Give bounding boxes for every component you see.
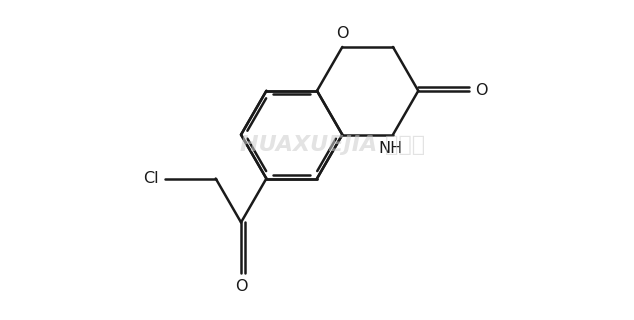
Text: HUAXUEJIA 化学加: HUAXUEJIA 化学加 [240, 135, 425, 155]
Text: O: O [475, 83, 488, 98]
Text: NH: NH [378, 141, 403, 156]
Text: Cl: Cl [143, 171, 159, 186]
Text: O: O [336, 26, 349, 41]
Text: O: O [235, 279, 247, 294]
